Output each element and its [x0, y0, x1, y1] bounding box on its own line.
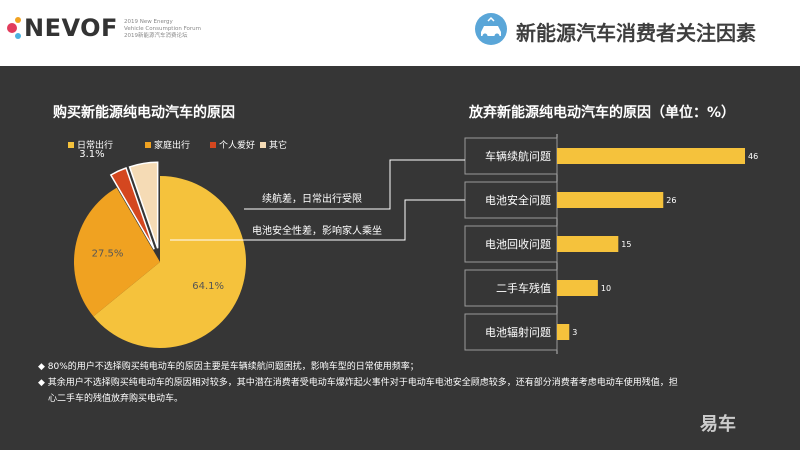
bar-category-label-2: 电池安全问题 [485, 193, 551, 207]
legend-label-4: 其它 [269, 139, 287, 151]
annotation-safety: 电池安全性差，影响家人乘坐 [252, 224, 382, 237]
page-title: 新能源汽车消费者关注因素 [516, 21, 756, 45]
connector-line-safety [170, 199, 465, 241]
legend-swatch-3 [210, 142, 216, 148]
logo-text: NEVOF [24, 14, 118, 42]
note-line-1: ◆ 80%的用户不选择购买纯电动车的原因主要是车辆续航问题困扰，影响车型的日常使… [38, 362, 419, 372]
pie-slice-4 [128, 161, 159, 249]
pie-chart-title: 购买新能源纯电动汽车的原因 [53, 105, 235, 121]
legend-swatch-1 [68, 142, 74, 148]
note-line-3: 心二手车的残值放弃购买电动车。 [48, 394, 184, 404]
note-line-2: ◆ 其余用户不选择购买纯电动车的原因相对较多，其中潜在消费者受电动车爆炸起火事件… [38, 378, 678, 388]
bar-3 [557, 236, 619, 252]
bar-value-label-2: 26 [666, 196, 676, 205]
bar-value-label-5: 3 [572, 328, 577, 337]
bar-category-label-3: 电池回收问题 [485, 237, 551, 251]
legend-label-3: 个人爱好 [219, 139, 255, 151]
pie-slice-2 [74, 187, 160, 317]
legend-swatch-4 [260, 142, 266, 148]
logo-subtitle-2: Vehicle Consumption Forum [124, 26, 202, 32]
bar-5 [557, 324, 570, 340]
pie-data-label-2: 27.5% [92, 249, 124, 260]
annotation-range: 续航差，日常出行受限 [262, 192, 362, 205]
bar-value-label-1: 46 [748, 152, 758, 161]
legend-label-2: 家庭出行 [154, 139, 190, 151]
nevof-logo [7, 17, 21, 39]
legend-swatch-2 [145, 142, 151, 148]
bar-category-label-4: 二手车残值 [496, 281, 551, 295]
pie-slice-1 [93, 176, 247, 349]
legend-label-1: 日常出行 [77, 139, 113, 151]
logo-subtitle-1: 2019 New Energy [124, 19, 173, 25]
connector-line-range [244, 159, 465, 210]
bar-chart-title: 放弃新能源纯电动汽车的原因（单位：%） [469, 105, 736, 121]
bar-4 [557, 280, 598, 296]
bar-1 [557, 148, 745, 164]
car-icon [475, 13, 507, 45]
bar-value-label-4: 10 [601, 284, 611, 293]
bar-2 [557, 192, 664, 208]
bar-value-label-3: 15 [621, 240, 631, 249]
header-bar: NEVOF 2019 New Energy Vehicle Consumptio… [0, 0, 800, 66]
pie-data-label-1: 64.1% [192, 281, 224, 292]
bar-category-label-1: 车辆续航问题 [485, 149, 551, 163]
pie-data-label-3: 3.1% [79, 149, 104, 160]
yiche-watermark: 易车 [700, 414, 736, 435]
bar-category-label-5: 电池辐射问题 [485, 325, 551, 339]
logo-subtitle: 2019 New Energy Vehicle Consumption Foru… [124, 19, 234, 40]
logo-subtitle-3: 2019新能源汽车消费论坛 [124, 33, 188, 39]
notes-block: ◆ 80%的用户不选择购买纯电动车的原因主要是车辆续航问题困扰，影响车型的日常使… [38, 359, 778, 407]
pie-slice-3 [109, 167, 155, 250]
